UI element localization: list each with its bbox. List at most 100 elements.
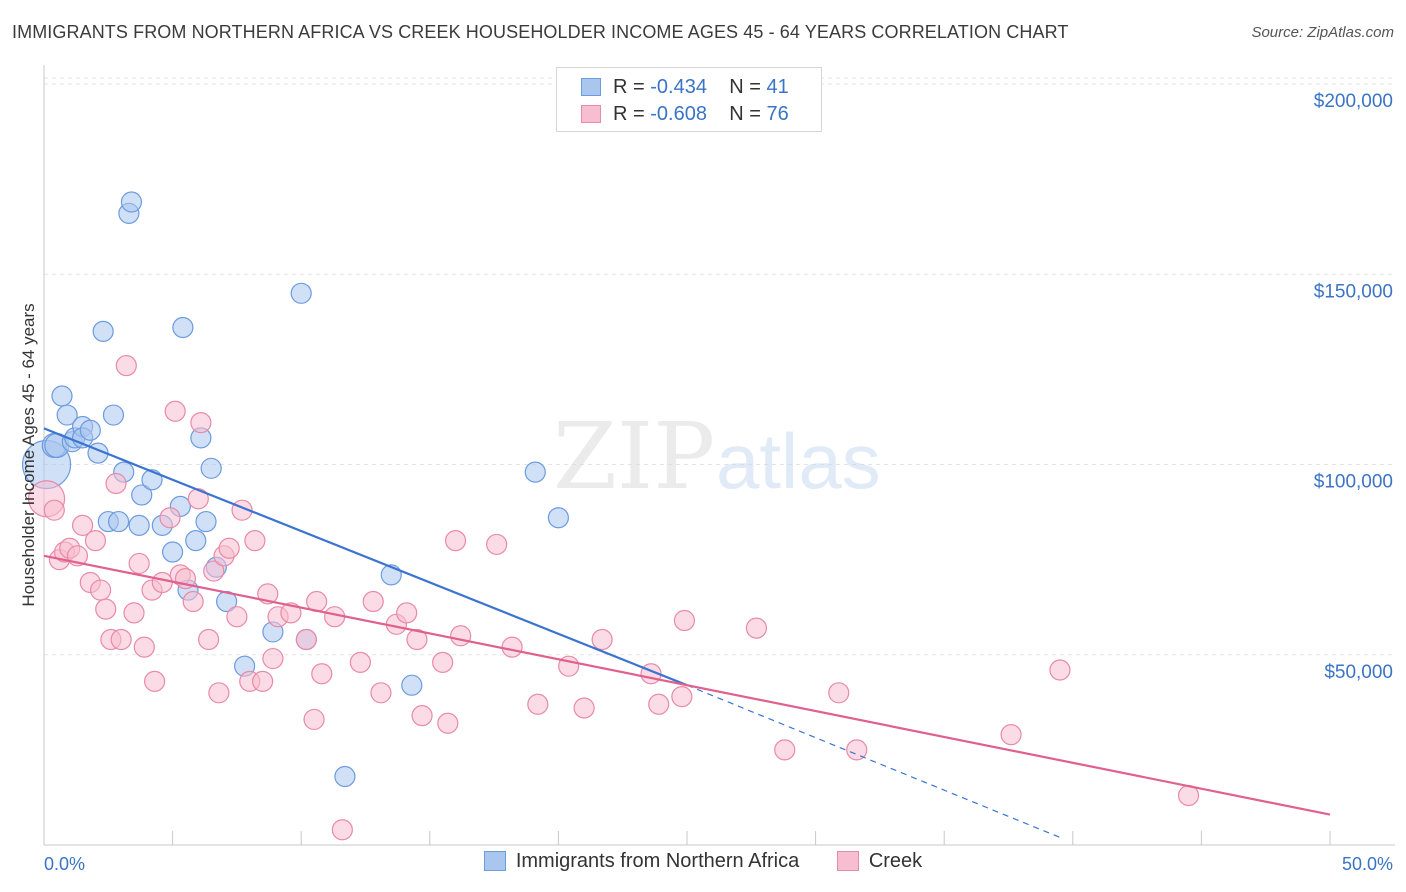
point-creek — [95, 598, 117, 620]
point-northern-africa — [195, 510, 217, 533]
point-creek — [527, 693, 549, 715]
point-northern-africa — [185, 530, 207, 552]
y-tick-label: $200,000 — [1314, 91, 1393, 112]
point-northern-africa — [162, 541, 184, 563]
legend-row-creek: R = -0.608 N = 76 — [581, 103, 789, 127]
point-creek — [437, 712, 459, 734]
point-creek — [89, 579, 112, 601]
legend-r-label: R = — [613, 76, 645, 98]
point-creek — [262, 647, 284, 670]
source-credit: Source: ZipAtlas.com — [1251, 24, 1394, 41]
chart-title: IMMIGRANTS FROM NORTHERN AFRICA VS CREEK… — [12, 22, 1069, 42]
point-creek — [671, 686, 693, 708]
point-creek — [450, 625, 472, 647]
point-northern-africa — [547, 507, 570, 529]
point-creek — [501, 636, 523, 658]
legend-r-label: R = — [613, 103, 645, 125]
point-creek — [105, 472, 127, 495]
point-creek — [573, 697, 595, 719]
point-creek — [591, 628, 613, 651]
point-northern-africa — [334, 765, 356, 788]
point-creek — [218, 537, 240, 559]
x-tick-label-max: 50.0% — [1342, 854, 1393, 874]
axis-labels: $50,000 $100,000 $150,000 $200,000 0.0% 50.0% — [44, 91, 1393, 874]
point-creek — [486, 533, 508, 556]
point-creek — [159, 507, 181, 529]
point-northern-africa — [102, 404, 125, 426]
legend-n-value: 76 — [766, 103, 789, 125]
point-creek — [295, 628, 317, 651]
trend-line-creek — [43, 554, 1331, 816]
point-creek — [43, 499, 65, 521]
watermark-atlas: atlas — [716, 417, 881, 505]
legend-swatch-pink — [581, 105, 601, 123]
point-northern-africa — [401, 674, 423, 696]
point-creek — [244, 530, 266, 552]
point-northern-africa — [56, 404, 78, 426]
point-creek — [115, 354, 137, 377]
point-creek — [370, 682, 392, 704]
point-creek — [648, 693, 670, 715]
point-creek — [846, 739, 868, 761]
point-northern-africa — [79, 419, 101, 441]
point-creek — [1049, 659, 1071, 681]
point-creek — [745, 617, 768, 639]
point-creek — [123, 602, 145, 624]
point-creek — [151, 571, 173, 594]
point-creek — [252, 670, 274, 692]
legend-swatch-pink — [836, 851, 859, 871]
trend-extension-northern-africa — [686, 684, 1061, 838]
data-points — [21, 191, 1200, 841]
point-northern-africa — [172, 316, 194, 339]
point-creek — [198, 628, 220, 651]
trend-line-northern-africa — [43, 427, 688, 687]
point-northern-africa — [200, 457, 222, 479]
point-creek — [411, 705, 433, 727]
legend-swatch-blue — [483, 851, 506, 871]
point-creek — [673, 609, 696, 632]
x-tick-label-min: 0.0% — [44, 854, 85, 874]
legend-label: Immigrants from Northern Africa — [515, 850, 800, 872]
legend-label: Creek — [868, 850, 923, 872]
point-creek — [280, 602, 302, 624]
point-creek — [71, 514, 94, 536]
y-tick-label: $100,000 — [1314, 472, 1393, 493]
legend-n-value: 41 — [766, 76, 789, 98]
point-northern-africa — [128, 514, 150, 536]
point-creek — [84, 530, 107, 552]
y-tick-label: $50,000 — [1324, 662, 1393, 683]
point-creek — [406, 628, 428, 651]
point-creek — [164, 400, 186, 422]
watermark: ZIP atlas — [553, 403, 881, 510]
legend-item-creek[interactable]: Creek — [836, 850, 923, 873]
point-northern-africa — [51, 385, 73, 407]
point-creek — [432, 651, 454, 673]
point-creek — [203, 560, 225, 582]
legend-n-label: N = — [729, 76, 761, 98]
point-creek — [828, 682, 850, 704]
point-northern-africa — [524, 461, 546, 483]
point-creek — [110, 628, 132, 651]
legend-swatch-blue — [581, 78, 601, 96]
point-northern-africa — [141, 469, 163, 491]
trend-lines — [43, 427, 1331, 838]
legend-row-northern-africa: R = -0.434 N = 41 — [581, 76, 789, 100]
point-creek — [128, 552, 150, 575]
point-creek — [396, 602, 418, 624]
point-creek — [133, 636, 155, 658]
point-creek — [444, 530, 467, 552]
legend-n-label: N = — [729, 103, 761, 125]
point-creek — [1000, 724, 1022, 746]
series-legend: Immigrants from Northern Africa Creek — [0, 850, 1406, 873]
legend-r-value: -0.608 — [650, 103, 707, 125]
y-tick-label: $150,000 — [1314, 281, 1393, 302]
point-creek — [774, 739, 796, 761]
legend-item-northern-africa[interactable]: Immigrants from Northern Africa — [483, 850, 800, 873]
point-creek — [303, 708, 325, 731]
point-creek — [190, 412, 212, 434]
point-northern-africa — [92, 320, 114, 342]
grid-lines — [44, 77, 1395, 656]
point-northern-africa — [107, 510, 130, 533]
point-creek — [311, 663, 333, 685]
